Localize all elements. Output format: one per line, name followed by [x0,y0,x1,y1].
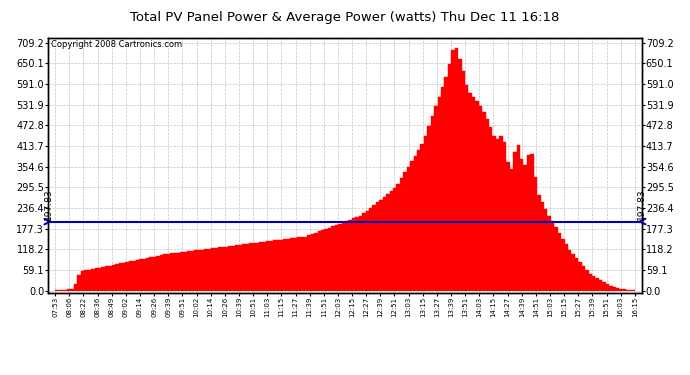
Text: 197.83: 197.83 [43,188,53,220]
Text: 197.83: 197.83 [637,188,647,220]
Text: Total PV Panel Power & Average Power (watts) Thu Dec 11 16:18: Total PV Panel Power & Average Power (wa… [130,11,560,24]
Text: Copyright 2008 Cartronics.com: Copyright 2008 Cartronics.com [51,40,182,49]
